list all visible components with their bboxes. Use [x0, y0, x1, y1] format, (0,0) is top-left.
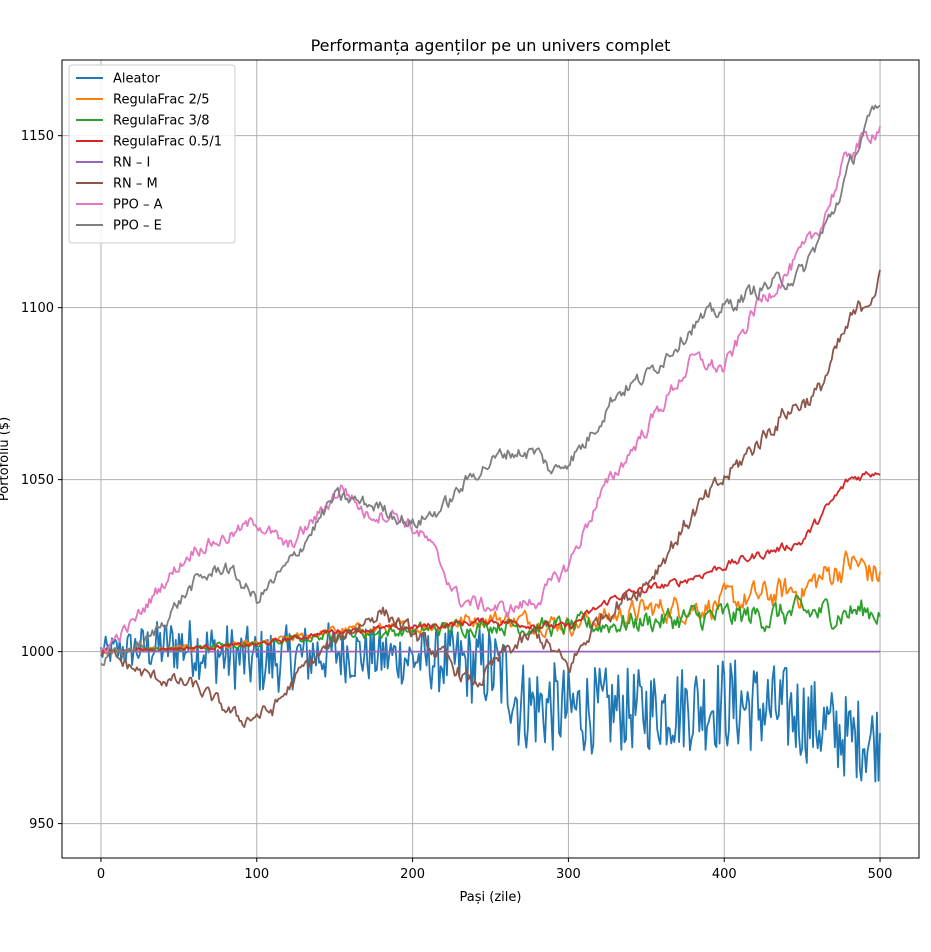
y-tick-label: 1100	[21, 301, 54, 316]
x-tick-label: 400	[712, 867, 737, 882]
series-line	[100, 550, 881, 655]
legend-entry: RN – I	[113, 156, 150, 171]
y-tick-label: 1050	[21, 473, 54, 488]
x-axis-label: Pași (zile)	[460, 890, 522, 905]
legend-entry: Aleator	[113, 72, 161, 87]
chart-title: Performanța agenților pe un univers comp…	[311, 36, 671, 55]
series-line	[100, 470, 881, 654]
x-tick-label: 0	[97, 867, 105, 882]
legend-entry: PPO – A	[113, 198, 163, 213]
x-tick-label: 300	[556, 867, 581, 882]
series-line	[100, 104, 881, 667]
legend-entry: RN – M	[113, 177, 158, 192]
y-tick-label: 950	[29, 817, 54, 832]
series-lines	[100, 104, 881, 783]
plot-frame	[61, 59, 920, 859]
y-tick-label: 1000	[21, 645, 54, 660]
axis-ticks: 0 100 200 300 400 500 950 1000 1050 1100 1150	[21, 129, 893, 882]
x-tick-label: 200	[400, 867, 425, 882]
legend-entry: RegulaFrac 0.5/1	[113, 135, 222, 150]
legend-entry: PPO – E	[113, 219, 162, 234]
y-axis-label: Portofoliu ($)	[0, 417, 12, 501]
legend-entry: RegulaFrac 2/5	[113, 93, 210, 108]
series-line	[100, 269, 881, 728]
legend: Aleator RegulaFrac 2/5 RegulaFrac 3/8 Regul…	[68, 64, 236, 244]
legend-box	[68, 64, 236, 244]
legend-entry: RegulaFrac 3/8	[113, 114, 210, 129]
x-tick-label: 500	[868, 867, 893, 882]
x-tick-label: 100	[244, 867, 269, 882]
series-line	[100, 126, 881, 654]
y-tick-label: 1150	[21, 129, 54, 144]
